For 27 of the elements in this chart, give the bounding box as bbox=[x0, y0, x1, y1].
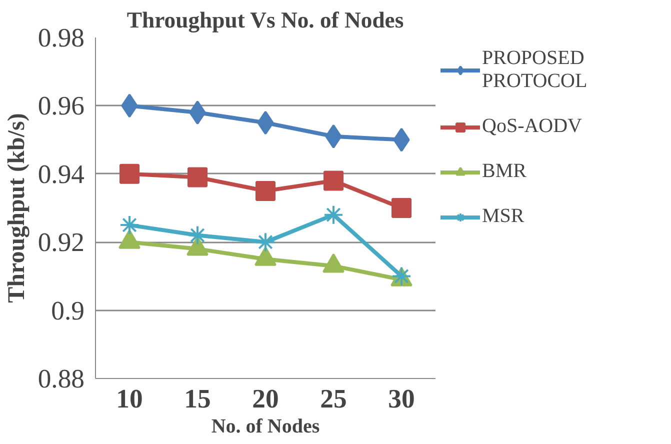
point bbox=[392, 198, 412, 218]
chart-title: Throughput Vs No. of Nodes bbox=[126, 8, 404, 32]
x-tick-label: 15 bbox=[184, 384, 211, 414]
point bbox=[256, 232, 276, 252]
y-tick-label: 0.96 bbox=[38, 90, 85, 121]
legend-label: MSR bbox=[482, 205, 524, 228]
y-tick-label: 0.88 bbox=[38, 364, 85, 394]
point bbox=[188, 167, 208, 188]
point bbox=[256, 180, 276, 201]
x-tick-label: 30 bbox=[388, 384, 415, 414]
point bbox=[324, 204, 344, 225]
y-axis-title: Throughput (kb/s) bbox=[4, 113, 30, 303]
x-axis-title: No. of Nodes bbox=[211, 416, 320, 438]
point bbox=[120, 164, 140, 184]
y-tick-label: 0.9 bbox=[51, 295, 85, 326]
point bbox=[120, 215, 140, 236]
x-tick-label: 10 bbox=[116, 384, 143, 414]
y-tick-label: 0.92 bbox=[38, 227, 85, 258]
legend-label: QoS-AODV bbox=[482, 115, 582, 138]
legend-label: PROPOSED PROTOCOL bbox=[482, 47, 588, 93]
point bbox=[324, 170, 344, 191]
x-tick-label: 20 bbox=[252, 384, 279, 414]
y-tick-label: 0.94 bbox=[38, 158, 85, 189]
x-tick-label: 25 bbox=[320, 384, 347, 414]
y-tick-label: 0.98 bbox=[38, 22, 85, 52]
point bbox=[188, 225, 208, 246]
legend-label: BMR bbox=[482, 160, 526, 183]
